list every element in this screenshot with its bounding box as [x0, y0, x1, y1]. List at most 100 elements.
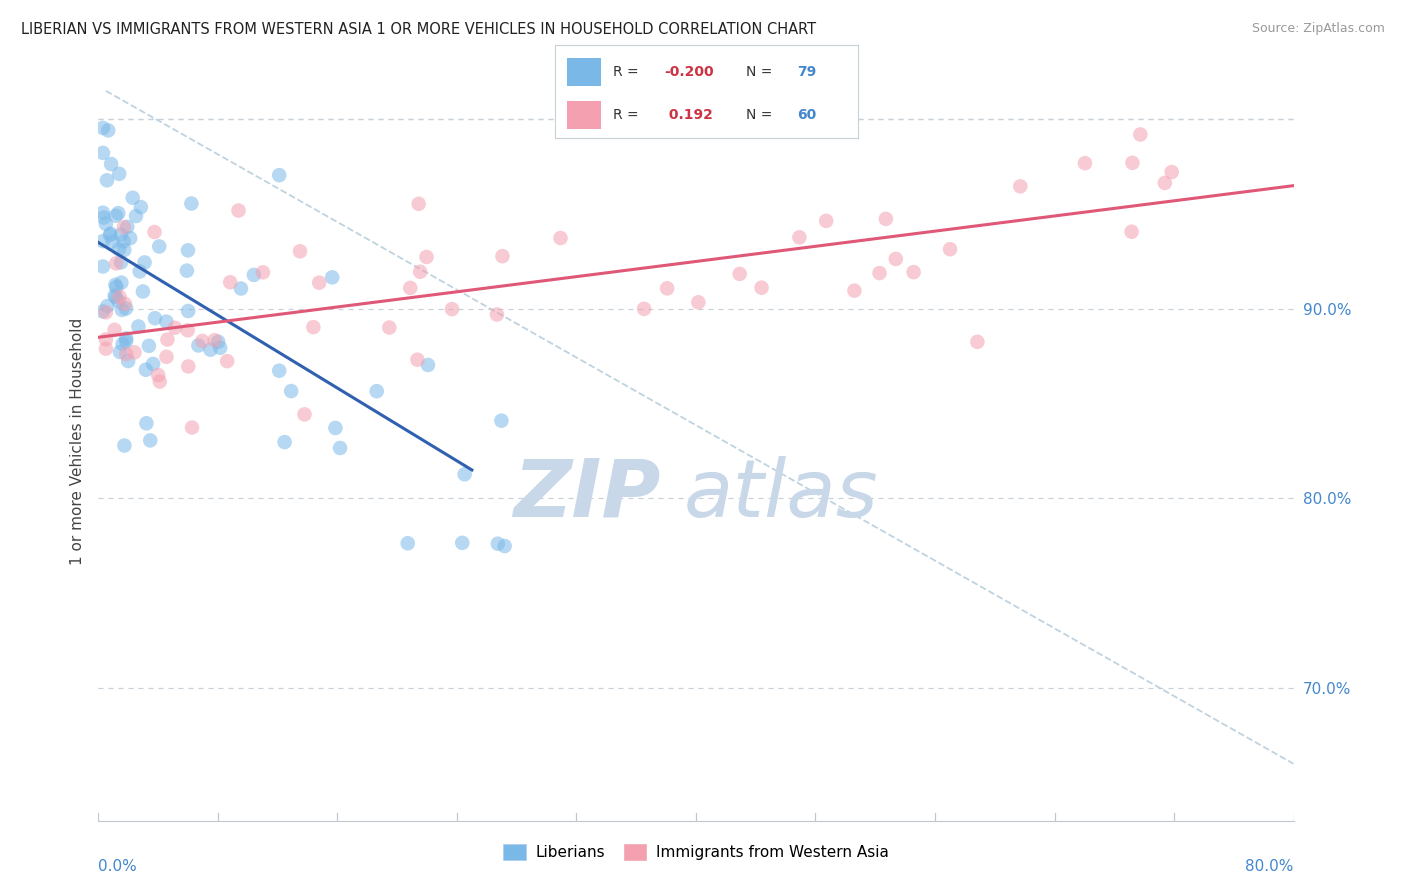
Point	[815, 214, 838, 228]
Point	[181, 420, 204, 434]
Point	[117, 354, 139, 368]
Point	[108, 242, 131, 256]
Point	[229, 281, 252, 295]
Point	[903, 265, 925, 279]
Text: N =: N =	[745, 65, 776, 78]
Point	[107, 206, 129, 220]
Point	[91, 234, 114, 248]
Point	[209, 341, 232, 355]
Point	[633, 301, 655, 316]
Point	[104, 209, 127, 223]
Point	[494, 539, 516, 553]
Point	[1121, 156, 1143, 170]
Point	[104, 277, 127, 292]
Point	[243, 268, 266, 282]
Text: 79: 79	[797, 65, 817, 78]
Point	[302, 320, 325, 334]
Point	[108, 290, 131, 304]
Point	[200, 343, 222, 357]
Point	[108, 167, 131, 181]
Point	[252, 265, 274, 279]
Point	[115, 334, 138, 349]
Point	[396, 536, 419, 550]
Point	[688, 295, 710, 310]
Point	[288, 244, 311, 259]
Point	[94, 342, 117, 356]
Point	[378, 320, 401, 334]
Point	[112, 234, 135, 248]
Y-axis label: 1 or more Vehicles in Household: 1 or more Vehicles in Household	[69, 318, 84, 566]
Point	[875, 211, 897, 226]
Point	[139, 434, 162, 448]
Point	[1153, 176, 1175, 190]
Point	[143, 311, 166, 326]
Point	[98, 228, 121, 243]
Point	[966, 334, 988, 349]
Point	[104, 290, 127, 304]
Point	[104, 323, 127, 337]
Text: -0.200: -0.200	[664, 65, 714, 78]
Point	[163, 320, 186, 334]
Point	[107, 293, 129, 308]
Point	[94, 217, 117, 231]
Text: 0.0%: 0.0%	[98, 859, 138, 873]
Point	[415, 250, 437, 264]
Point	[453, 467, 475, 482]
Point	[100, 157, 122, 171]
Point	[97, 123, 120, 137]
Point	[148, 239, 170, 253]
Point	[329, 441, 352, 455]
Point	[91, 260, 114, 274]
Point	[115, 301, 138, 316]
Point	[91, 205, 114, 219]
Point	[149, 375, 172, 389]
Point	[110, 255, 132, 269]
Text: N =: N =	[745, 108, 776, 122]
Point	[751, 281, 773, 295]
Point	[101, 235, 124, 249]
Point	[207, 334, 229, 349]
Point	[789, 230, 811, 244]
Text: 0.192: 0.192	[664, 108, 713, 122]
Point	[94, 332, 117, 346]
Point	[321, 270, 343, 285]
Point	[1074, 156, 1097, 170]
Point	[114, 297, 136, 311]
Point	[129, 200, 152, 214]
Point	[135, 417, 157, 431]
Point	[177, 304, 200, 318]
Point	[124, 345, 146, 359]
Point	[96, 299, 118, 313]
Point	[115, 347, 138, 361]
Text: R =: R =	[613, 65, 643, 78]
Point	[110, 227, 132, 242]
Point	[91, 120, 114, 135]
Text: Source: ZipAtlas.com: Source: ZipAtlas.com	[1251, 22, 1385, 36]
Point	[120, 231, 142, 245]
Point	[134, 255, 156, 269]
Point	[176, 323, 198, 337]
Point	[94, 305, 117, 319]
Point	[308, 276, 330, 290]
Point	[294, 408, 316, 422]
Point	[112, 439, 135, 453]
Point	[440, 302, 463, 317]
Point	[177, 359, 200, 374]
Point	[135, 363, 157, 377]
Point	[485, 308, 508, 322]
Point	[105, 256, 128, 270]
Point	[180, 196, 202, 211]
Point	[1121, 225, 1143, 239]
Point	[108, 345, 131, 359]
Legend: Liberians, Immigrants from Western Asia: Liberians, Immigrants from Western Asia	[498, 838, 894, 866]
Point	[217, 354, 239, 368]
Point	[869, 266, 891, 280]
Point	[486, 537, 509, 551]
Text: LIBERIAN VS IMMIGRANTS FROM WESTERN ASIA 1 OR MORE VEHICLES IN HOUSEHOLD CORRELA: LIBERIAN VS IMMIGRANTS FROM WESTERN ASIA…	[21, 22, 817, 37]
Point	[117, 219, 139, 234]
Point	[325, 421, 347, 435]
Point	[491, 414, 513, 428]
Point	[219, 275, 242, 289]
Point	[127, 319, 149, 334]
Point	[273, 435, 295, 450]
